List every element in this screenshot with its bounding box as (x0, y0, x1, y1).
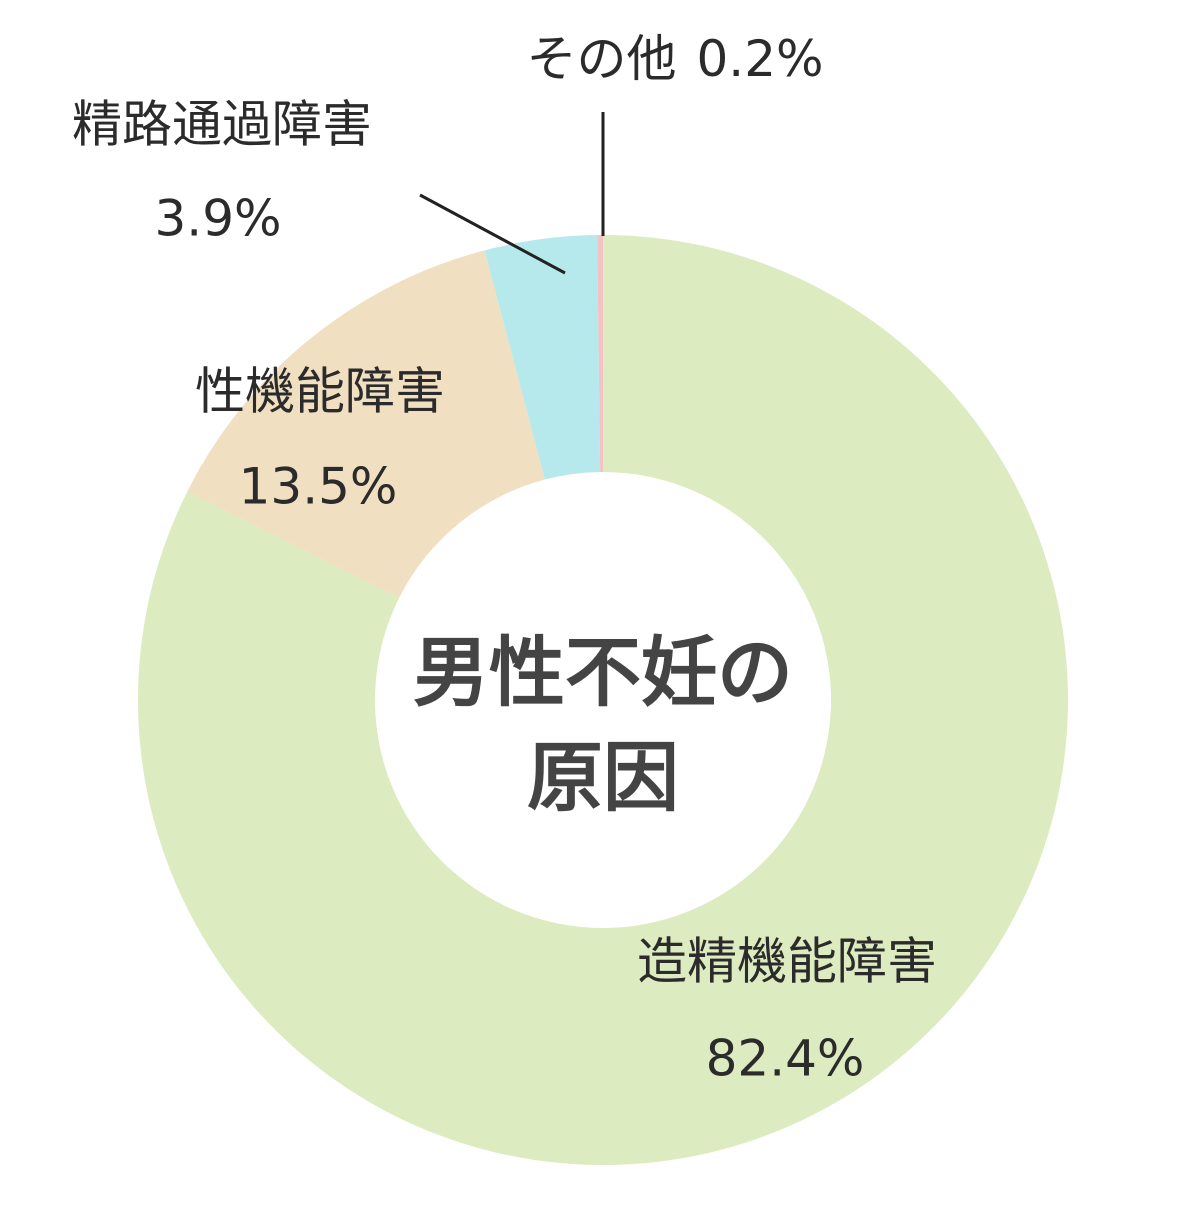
value-label: 82.4% (706, 1030, 865, 1088)
chart-title: 男性不妊の原因 (413, 628, 793, 822)
category-label: その他 (526, 30, 676, 88)
wedge (484, 235, 601, 480)
category-label: 造精機能障害 (637, 933, 937, 991)
category-label: 精路通過障害 (72, 96, 372, 154)
wedges (137, 235, 1068, 1165)
category-label: その他 0.2% (526, 30, 823, 88)
leader-line (419, 193, 566, 275)
value-label: 3.9% (154, 190, 281, 248)
category-label: 性機能障害 (195, 363, 445, 421)
wedge (597, 235, 603, 473)
wedge (187, 250, 545, 598)
value-label: 13.5% (239, 458, 398, 516)
value-label: 0.2% (696, 30, 823, 88)
wedge (137, 235, 1068, 1165)
